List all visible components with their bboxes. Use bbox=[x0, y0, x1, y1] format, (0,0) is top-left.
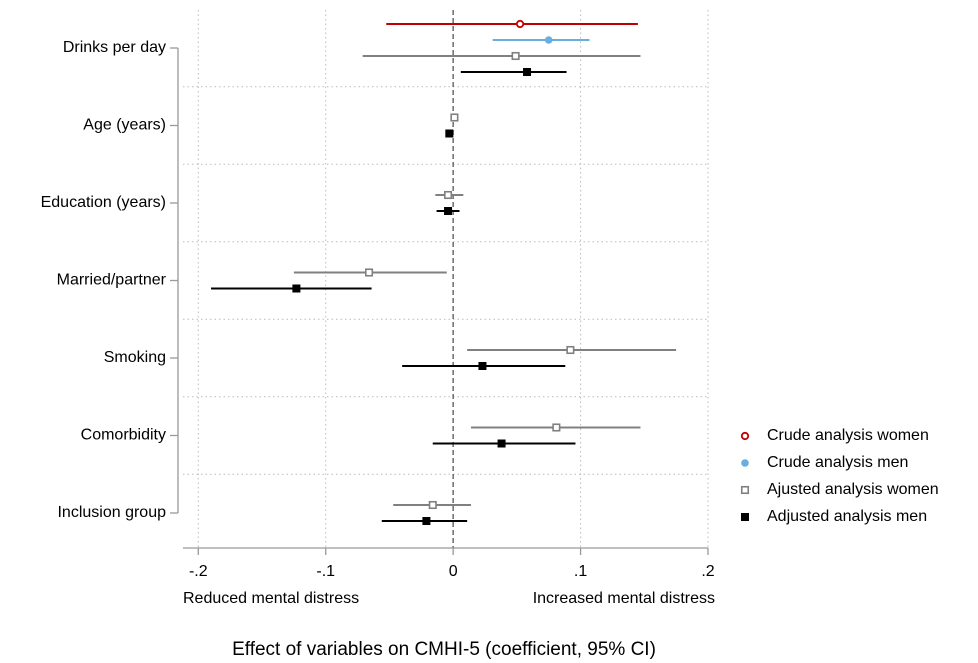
point bbox=[443, 190, 453, 200]
point bbox=[515, 19, 525, 29]
point bbox=[450, 113, 459, 122]
y-tick-label: Education (years) bbox=[41, 194, 166, 211]
point bbox=[497, 439, 506, 448]
point bbox=[292, 284, 301, 293]
legend-marker bbox=[741, 459, 749, 467]
x-axis-title: Effect of variables on CMHI-5 (coefficie… bbox=[232, 639, 656, 660]
x-tick-label: -.2 bbox=[189, 563, 208, 580]
x-tick-label: .1 bbox=[574, 563, 587, 580]
legend-label: Ajusted analysis women bbox=[767, 481, 939, 498]
y-tick-label: Inclusion group bbox=[57, 504, 166, 521]
legend-label: Crude analysis women bbox=[767, 427, 929, 444]
point bbox=[523, 68, 532, 76]
annotation: Increased mental distress bbox=[533, 590, 715, 607]
point bbox=[552, 423, 561, 432]
point bbox=[544, 36, 553, 44]
annotation: Reduced mental distress bbox=[183, 590, 359, 607]
x-tick-label: .2 bbox=[701, 563, 714, 580]
point bbox=[445, 129, 454, 138]
legend-marker bbox=[740, 431, 750, 441]
x-tick-label: -.1 bbox=[316, 563, 335, 580]
point bbox=[422, 517, 431, 525]
legend-label: Adjusted analysis men bbox=[767, 508, 927, 525]
point bbox=[444, 207, 453, 215]
y-tick-label: Drinks per day bbox=[63, 39, 166, 56]
point bbox=[428, 500, 437, 510]
y-tick-label: Married/partner bbox=[57, 272, 167, 289]
point bbox=[478, 362, 487, 370]
y-tick-label: Comorbidity bbox=[81, 427, 166, 444]
legend-marker bbox=[740, 485, 750, 495]
legend-label: Crude analysis men bbox=[767, 454, 908, 471]
x-tick-label: 0 bbox=[449, 563, 458, 580]
y-tick-label: Age (years) bbox=[83, 117, 166, 134]
point bbox=[364, 268, 374, 277]
y-tick-label: Smoking bbox=[104, 349, 166, 366]
legend-marker bbox=[741, 513, 749, 521]
point bbox=[566, 345, 575, 355]
point bbox=[511, 51, 520, 61]
